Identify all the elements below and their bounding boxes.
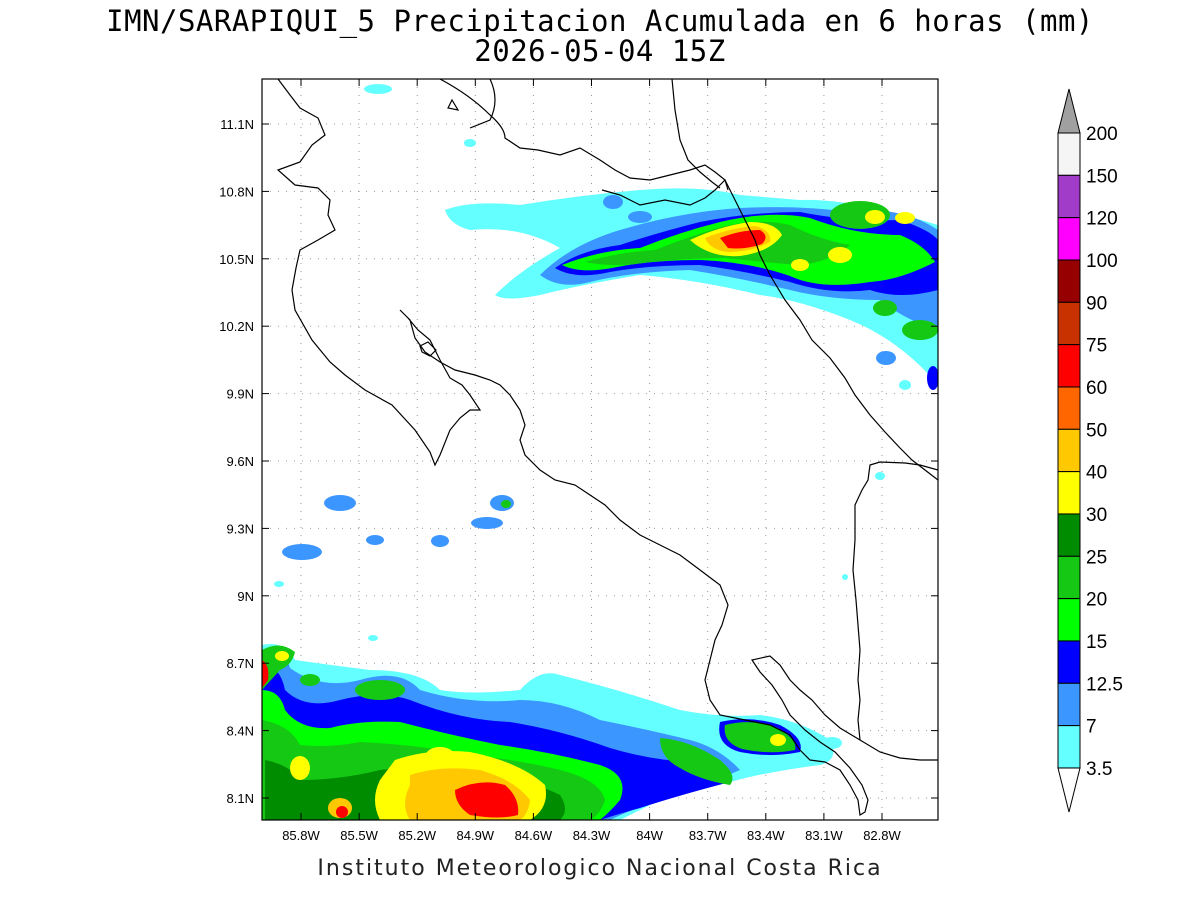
chart-title: IMN/SARAPIQUI_5 Precipitacion Acumulada … — [106, 4, 1094, 38]
latitude-axis: 11.1N 10.8N 10.5N 10.2N 9.9N 9.6N 9.3N 9N 8.7N 8.… — [219, 117, 938, 806]
lat-tick-label: 8.1N — [227, 791, 254, 806]
colorbar-box — [1057, 555, 1081, 600]
coastlines-and-borders — [276, 79, 938, 816]
colorbar-box — [1057, 174, 1081, 219]
colorbar-label: 120 — [1086, 209, 1118, 230]
lat-tick-label: 8.7N — [227, 656, 254, 671]
colorbar: 200 150 120 100 90 75 60 50 40 30 25 20 15 12.5 7 3.5 — [1057, 88, 1123, 813]
lake-nicaragua-shore — [469, 79, 496, 129]
lat-tick-label: 8.4N — [227, 724, 254, 739]
colorbar-box — [1057, 132, 1081, 176]
footer-credit: Instituto Meteorologico Nacional Costa R… — [317, 856, 883, 881]
colorbar-box — [1057, 471, 1081, 515]
plot-frame — [261, 78, 939, 821]
colorbar-label: 150 — [1086, 166, 1118, 187]
colorbar-label: 200 — [1086, 124, 1118, 145]
lon-tick-label: 83.1W — [805, 828, 843, 843]
lon-tick-label: 84.6W — [515, 828, 553, 843]
colorbar-under-triangle — [1057, 767, 1081, 813]
lon-tick-label: 85.8W — [282, 828, 320, 843]
colorbar-box — [1057, 301, 1081, 346]
colorbar-box — [1057, 682, 1081, 727]
colorbar-label: 25 — [1086, 547, 1107, 568]
colorbar-box — [1057, 344, 1081, 388]
north-rain-band — [445, 188, 938, 390]
colorbar-box — [1057, 725, 1081, 769]
colorbar-box — [1057, 428, 1081, 473]
scattered-cells — [274, 84, 885, 641]
lake-island — [447, 98, 460, 111]
lat-tick-label: 10.8N — [219, 184, 254, 199]
colorbar-label: 75 — [1086, 336, 1107, 357]
lat-tick-label: 9.6N — [227, 454, 254, 469]
chart-subtitle: 2026-05-04 15Z — [474, 34, 726, 68]
panama-coast — [852, 461, 938, 741]
pacific-coastline — [276, 79, 938, 816]
colorbar-label: 12.5 — [1086, 674, 1123, 695]
lon-tick-label: 85.5W — [340, 828, 378, 843]
south-rain-band — [262, 644, 842, 820]
colorbar-label: 7 — [1086, 717, 1097, 738]
lon-tick-label: 84W — [636, 828, 663, 843]
caribbean-coastline — [601, 178, 938, 481]
lon-tick-label: 83.4W — [747, 828, 785, 843]
lat-tick-label: 9.9N — [227, 387, 254, 402]
colorbar-over-triangle — [1057, 88, 1081, 134]
colorbar-box — [1057, 386, 1081, 430]
nicoya-island — [419, 341, 437, 357]
colorbar-label: 100 — [1086, 251, 1118, 272]
lon-tick-label: 82.8W — [863, 828, 901, 843]
lon-tick-label: 84.3W — [573, 828, 611, 843]
colorbar-label: 60 — [1086, 378, 1107, 399]
lon-tick-label: 83.7W — [689, 828, 727, 843]
lat-tick-label: 9.3N — [227, 521, 254, 536]
colorbar-box — [1057, 640, 1081, 684]
lat-tick-label: 10.2N — [219, 319, 254, 334]
colorbar-label: 20 — [1086, 590, 1107, 611]
colorbar-box — [1057, 217, 1081, 261]
colorbar-box — [1057, 598, 1081, 642]
longitude-axis: 85.8W 85.5W 85.2W 84.9W 84.6W 84.3W 84W 83.7W 83… — [282, 79, 902, 843]
lon-tick-label: 85.2W — [398, 828, 436, 843]
lon-tick-label: 84.9W — [457, 828, 495, 843]
precipitation-fields — [262, 84, 938, 820]
colorbar-label: 3.5 — [1086, 759, 1112, 780]
colorbar-label: 90 — [1086, 293, 1107, 314]
nicaragua-border — [439, 79, 729, 191]
colorbar-box — [1057, 513, 1081, 557]
lat-tick-label: 10.5N — [219, 252, 254, 267]
panama-border — [671, 79, 721, 189]
colorbar-box — [1057, 259, 1081, 303]
colorbar-label: 40 — [1086, 463, 1107, 484]
lat-tick-label: 11.1N — [220, 117, 254, 132]
lat-tick-label: 9N — [237, 589, 254, 604]
colorbar-label: 30 — [1086, 505, 1107, 526]
colorbar-label: 50 — [1086, 420, 1107, 441]
colorbar-label: 15 — [1086, 632, 1107, 653]
